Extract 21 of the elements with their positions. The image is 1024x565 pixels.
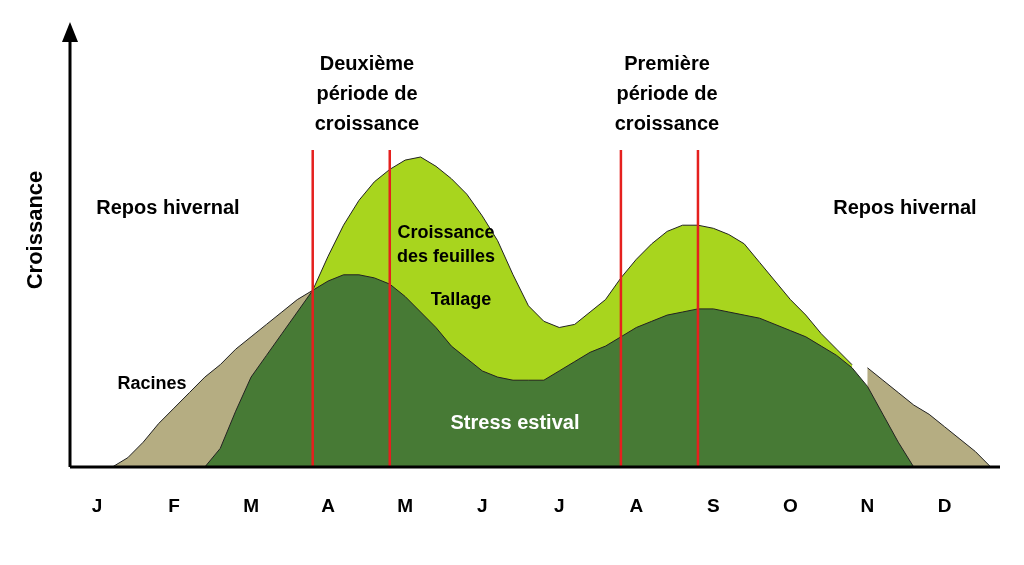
- y-axis-title: Croissance: [22, 170, 47, 290]
- series-label: Croissance des feuilles: [396, 222, 496, 266]
- annotation: Repos hivernal: [96, 196, 240, 218]
- x-tick-label: J: [91, 495, 103, 516]
- x-tick-label: A: [629, 495, 644, 516]
- x-tick-label: F: [168, 495, 180, 516]
- annotation: Stress estival: [450, 411, 580, 433]
- x-tick-label: M: [243, 495, 259, 516]
- x-tick-label: J: [553, 495, 565, 516]
- x-tick-label: M: [397, 495, 414, 516]
- x-tick-label: D: [937, 495, 952, 516]
- series-label: Tallage: [430, 289, 492, 309]
- annotation: Repos hivernal: [833, 196, 977, 218]
- x-tick-label: N: [860, 495, 875, 516]
- series-label: Racines: [117, 373, 187, 393]
- x-tick-label: S: [707, 495, 720, 516]
- text: Deuxième période de croissance: [314, 52, 420, 134]
- x-tick-label: J: [476, 495, 488, 516]
- text: Première période de croissance: [614, 52, 720, 134]
- x-tick-label: O: [783, 495, 798, 516]
- x-tick-label: A: [321, 495, 336, 516]
